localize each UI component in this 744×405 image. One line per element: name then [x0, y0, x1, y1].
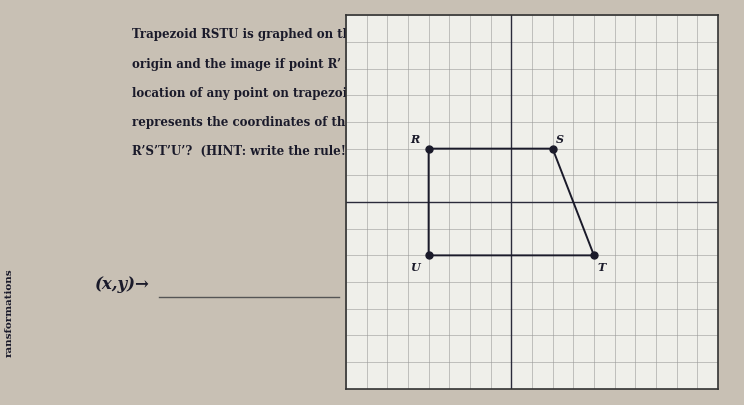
Text: origin and the image if point R’ is located at (-15, 3/2).  If (x, y) represents: origin and the image if point R’ is loca…: [132, 58, 652, 70]
Point: [547, 146, 559, 153]
Text: Trapezoid RSTU is graphed on the coordinate grid below.  It is dilated about the: Trapezoid RSTU is graphed on the coordin…: [132, 28, 664, 41]
Text: location of any point on trapezoid RSTU, what would the ordered pair that: location of any point on trapezoid RSTU,…: [132, 87, 623, 100]
Point: [588, 252, 600, 259]
Text: represents the coordinates of the corresponding image point on the trapezoid: represents the coordinates of the corres…: [132, 116, 650, 129]
Point: [423, 252, 434, 259]
Text: T: T: [597, 261, 606, 272]
Text: S: S: [556, 134, 564, 145]
Text: U: U: [410, 261, 420, 272]
Text: R’S’T’U’?  (HINT: write the rule!): R’S’T’U’? (HINT: write the rule!): [132, 145, 352, 158]
Point: [423, 146, 434, 153]
Text: ransformations: ransformations: [5, 268, 14, 356]
Text: (x,y)→: (x,y)→: [95, 275, 150, 292]
Text: R: R: [410, 134, 420, 145]
Polygon shape: [637, 0, 718, 49]
